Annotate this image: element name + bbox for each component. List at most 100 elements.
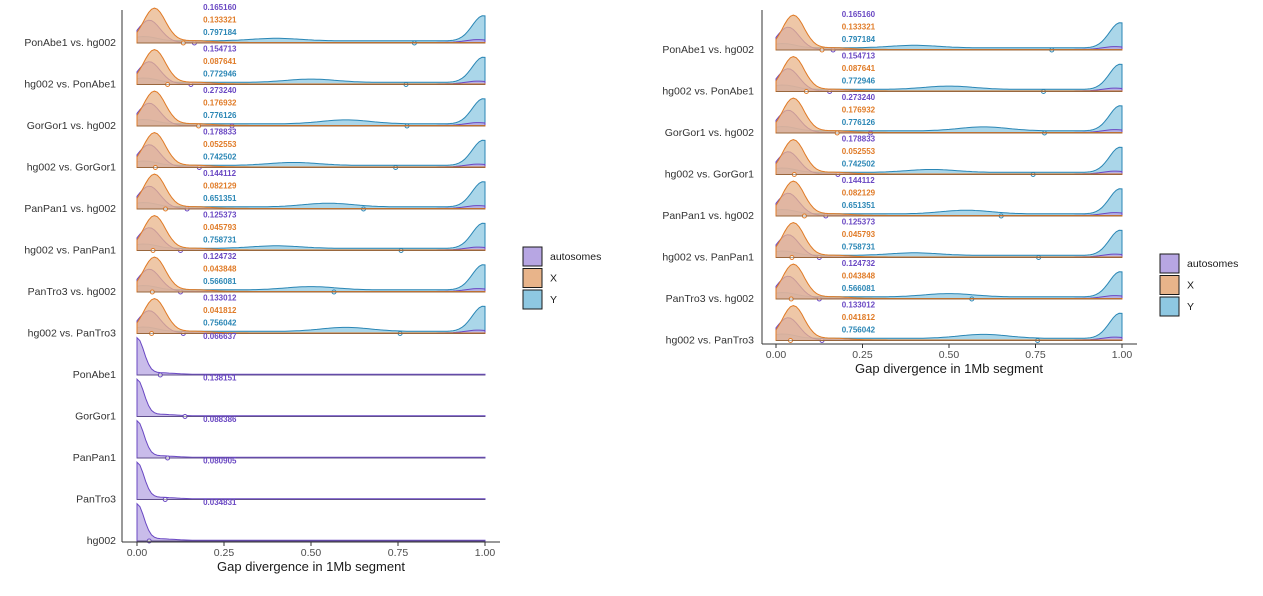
value-label-x-hg002-vs-gorgor1: 0.052553 [842,147,876,156]
row-label-hg002-vs-gorgor1: hg002 vs. GorGor1 [27,162,116,174]
density-autosomes-pantro3 [136,460,486,500]
x-tick-label-0-75: 0.75 [388,547,409,559]
x-tick-label-0-25: 0.25 [214,547,235,559]
row-label-pantro3-vs-hg002: PanTro3 vs. hg002 [666,293,754,305]
density-y-ponabe1-vs-hg002 [775,22,1123,51]
x-tick-label-0-50: 0.50 [939,349,960,361]
row-label-panpan1: PanPan1 [73,452,116,464]
legend-label-y: Y [550,294,557,306]
density-y-hg002-vs-ponabe1 [775,63,1123,92]
value-label-x-hg002-vs-ponabe1: 0.087641 [842,64,876,73]
value-label-y-hg002-vs-gorgor1: 0.742502 [842,160,876,169]
value-label-autosomes-panpan1-vs-hg002: 0.144112 [842,176,875,185]
x-tick-label-1-00: 1.00 [475,547,496,559]
value-label-x-pantro3-vs-hg002: 0.043848 [203,265,237,274]
density-x-hg002-vs-ponabe1 [775,56,1123,92]
row-label-hg002-vs-panpan1: hg002 vs. PanPan1 [24,245,116,257]
legend-swatch-x [522,268,543,288]
value-label-x-hg002-vs-gorgor1: 0.052553 [203,140,237,149]
density-y-pantro3-vs-hg002 [136,264,486,293]
density-y-gorgor1-vs-hg002 [136,98,486,127]
legend-label-x: X [1187,280,1194,292]
density-x-pantro3-vs-hg002 [775,263,1123,300]
row-label-ponabe1-vs-hg002: PonAbe1 vs. hg002 [662,44,754,56]
value-label-x-hg002-vs-pantro3: 0.041812 [842,313,876,322]
x-tick-label-0-00: 0.00 [766,349,787,361]
density-autosomes-ponabe1 [136,336,486,376]
value-label-x-pantro3-vs-hg002: 0.043848 [842,272,876,281]
density-x-hg002-vs-gorgor1 [136,132,486,168]
value-label-x-hg002-vs-pantro3: 0.041812 [203,306,237,315]
row-label-gorgor1: GorGor1 [75,411,116,423]
value-label-autosomes-hg002-vs-ponabe1: 0.154713 [203,45,237,54]
density-y-ponabe1-vs-hg002 [136,15,486,44]
value-label-autosomes-pantro3-vs-hg002: 0.124732 [203,252,237,261]
legend-label-y: Y [1187,301,1194,313]
density-x-hg002-vs-gorgor1 [775,139,1123,175]
value-label-autosomes-hg002-vs-gorgor1: 0.178833 [842,135,876,144]
value-label-y-hg002-vs-pantro3: 0.756042 [203,319,237,328]
value-label-autosomes-gorgor1: 0.138151 [203,374,237,383]
left-legend: autosomes XY [522,246,601,310]
density-x-hg002-vs-pantro3 [775,305,1123,341]
row-label-gorgor1-vs-hg002: GorGor1 vs. hg002 [27,120,116,132]
value-label-x-ponabe1-vs-hg002: 0.133321 [842,23,876,32]
legend-label-x: X [550,273,557,285]
value-label-autosomes-gorgor1-vs-hg002: 0.273240 [203,86,237,95]
x-axis-title: Gap divergence in 1Mb segment [217,559,405,574]
density-x-ponabe1-vs-hg002 [136,7,486,44]
value-label-autosomes-gorgor1-vs-hg002: 0.273240 [842,93,876,102]
x-axis-title: Gap divergence in 1Mb segment [855,361,1043,376]
row-label-pantro3: PanTro3 [76,494,116,506]
value-label-x-panpan1-vs-hg002: 0.082129 [203,182,237,191]
density-x-ponabe1-vs-hg002 [775,14,1123,51]
density-y-hg002-vs-gorgor1 [775,146,1123,175]
x-tick-label-0-75: 0.75 [1025,349,1046,361]
legend-swatch-x [1159,275,1180,295]
row-label-ponabe1-vs-hg002: PonAbe1 vs. hg002 [24,37,116,49]
legend-swatch-autosomes [1159,253,1180,274]
row-label-panpan1-vs-hg002: PanPan1 vs. hg002 [24,203,116,215]
value-label-x-hg002-vs-panpan1: 0.045793 [842,230,876,239]
value-label-y-panpan1-vs-hg002: 0.651351 [203,194,237,203]
value-label-autosomes-pantro3-vs-hg002: 0.124732 [842,259,876,268]
density-y-hg002-vs-panpan1 [775,229,1123,258]
density-x-pantro3-vs-hg002 [136,256,486,293]
density-y-hg002-vs-pantro3 [775,312,1123,341]
value-label-y-pantro3-vs-hg002: 0.566081 [842,284,876,293]
density-y-hg002-vs-ponabe1 [136,56,486,85]
x-tick-label-1-00: 1.00 [1112,349,1133,361]
density-x-hg002-vs-panpan1 [775,222,1123,258]
row-label-hg002-vs-ponabe1: hg002 vs. PonAbe1 [24,79,116,91]
row-label-hg002: hg002 [87,535,116,547]
row-label-hg002-vs-ponabe1: hg002 vs. PonAbe1 [662,86,754,98]
value-label-x-gorgor1-vs-hg002: 0.176932 [842,106,876,115]
value-label-autosomes-pantro3: 0.080905 [203,457,237,466]
value-label-y-hg002-vs-ponabe1: 0.772946 [203,70,237,79]
density-x-gorgor1-vs-hg002 [775,97,1123,134]
density-y-hg002-vs-gorgor1 [136,139,486,168]
value-label-y-ponabe1-vs-hg002: 0.797184 [842,35,876,44]
value-label-y-ponabe1-vs-hg002: 0.797184 [203,28,237,37]
density-x-hg002-vs-panpan1 [136,215,486,251]
left-ridgeline-chart: 0.165160 0.133321 0.797184 0.154713 0.087641… [24,3,500,574]
value-label-autosomes-hg002-vs-gorgor1: 0.178833 [203,128,237,137]
x-tick-label-0-50: 0.50 [301,547,322,559]
value-label-x-ponabe1-vs-hg002: 0.133321 [203,16,237,25]
density-autosomes-gorgor1 [136,377,486,417]
value-label-y-hg002-vs-ponabe1: 0.772946 [842,77,876,86]
value-label-autosomes-hg002-vs-panpan1: 0.125373 [842,218,876,227]
value-label-y-hg002-vs-pantro3: 0.756042 [842,326,876,335]
value-label-autosomes-ponabe1-vs-hg002: 0.165160 [203,3,237,12]
value-label-y-gorgor1-vs-hg002: 0.776126 [203,111,237,120]
density-y-panpan1-vs-hg002 [136,181,486,210]
right-ridgeline-chart: 0.165160 0.133321 0.797184 0.154713 0.087641… [662,10,1137,376]
row-label-hg002-vs-pantro3: hg002 vs. PanTro3 [666,335,754,347]
density-x-gorgor1-vs-hg002 [136,90,486,127]
density-autosomes-panpan1 [136,419,486,459]
value-label-y-panpan1-vs-hg002: 0.651351 [842,201,876,210]
x-tick-label-0-00: 0.00 [127,547,148,559]
value-label-y-pantro3-vs-hg002: 0.566081 [203,277,237,286]
row-label-hg002-vs-gorgor1: hg002 vs. GorGor1 [665,169,754,181]
row-label-ponabe1: PonAbe1 [73,369,116,381]
